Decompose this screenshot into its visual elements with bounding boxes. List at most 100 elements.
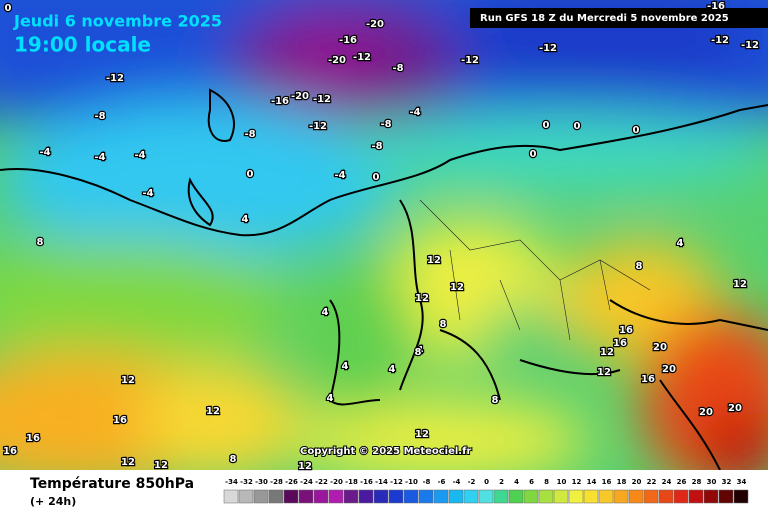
scale-swatch: [658, 489, 674, 504]
contour-label: 12: [597, 367, 611, 378]
contour-label: 12: [121, 457, 135, 468]
contour-label: -12: [106, 73, 124, 84]
scale-label: -20: [330, 478, 343, 486]
scale-swatch: [493, 489, 509, 504]
scale-label: -2: [468, 478, 476, 486]
contour-label: 12: [415, 429, 429, 440]
scale-label: 22: [647, 478, 657, 486]
coastlines: [0, 88, 768, 470]
contour-label: -8: [380, 119, 391, 130]
scale-label: 34: [737, 478, 747, 486]
contour-label: -8: [244, 129, 255, 140]
scale-swatch: [328, 489, 344, 504]
contour-label: 16: [113, 415, 127, 426]
scale-label: -14: [375, 478, 388, 486]
contour-label: -16: [707, 1, 725, 12]
scale-swatch: [523, 489, 539, 504]
contour-label: 12: [733, 279, 747, 290]
legend-subtitle: (+ 24h): [30, 495, 76, 508]
scale-label: 28: [692, 478, 702, 486]
contour-label: -4: [334, 170, 345, 181]
scale-label: -18: [345, 478, 358, 486]
contour-label: -12: [353, 52, 371, 63]
scale-swatch: [343, 489, 359, 504]
scale-swatch: [463, 489, 479, 504]
copyright: Copyright © 2025 Meteociel.fr: [300, 446, 471, 457]
scale-label: 14: [587, 478, 597, 486]
scale-label: 20: [632, 478, 642, 486]
contour-label: 4: [322, 307, 329, 318]
run-info: Run GFS 18 Z du Mercredi 5 novembre 2025: [480, 13, 729, 24]
contour-label: -12: [309, 121, 327, 132]
contour-label: 4: [342, 361, 349, 372]
contour-label: 0: [247, 169, 254, 180]
scale-label: 30: [707, 478, 717, 486]
scale-label: 18: [617, 478, 627, 486]
contour-label: 0: [373, 172, 380, 183]
scale-label: -4: [453, 478, 461, 486]
scale-swatch: [628, 489, 644, 504]
forecast-time: 19:00 locale: [14, 33, 151, 57]
scale-swatch: [268, 489, 284, 504]
forecast-date: Jeudi 6 novembre 2025: [13, 12, 222, 31]
scale-swatch: [583, 489, 599, 504]
scale-label: -28: [270, 478, 283, 486]
scale-swatch: [433, 489, 449, 504]
scale-swatch: [298, 489, 314, 504]
contour-label: 0: [633, 125, 640, 136]
contour-label: 8: [415, 347, 422, 358]
contour-label: -20: [366, 19, 384, 30]
contour-label: 4: [389, 364, 396, 375]
scale-swatch: [688, 489, 704, 504]
contour-label: 8: [37, 237, 44, 248]
contour-label: 20: [699, 407, 713, 418]
contour-label: -16: [339, 35, 357, 46]
contour-label: 20: [653, 342, 667, 353]
contour-label: -4: [39, 147, 50, 158]
scale-label: -26: [285, 478, 298, 486]
contour-label: -4: [94, 152, 105, 163]
scale-label: -34: [225, 478, 238, 486]
contour-label: -12: [313, 94, 331, 105]
contour-label: -20: [328, 55, 346, 66]
scale-label: 0: [484, 478, 489, 486]
contour-label: 0: [543, 120, 550, 131]
contour-label: -4: [409, 107, 420, 118]
color-scale: -34 -32 -30 -28 -26 -24 -22 -20 -18 -16 -14 -12 -10-…: [223, 478, 749, 504]
contour-label: 16: [3, 446, 17, 457]
contour-label: 12: [206, 406, 220, 417]
contour-label: 12: [415, 293, 429, 304]
scale-swatch: [313, 489, 329, 504]
scale-swatch: [613, 489, 629, 504]
contour-label: 8: [440, 319, 447, 330]
contour-label: 20: [728, 403, 742, 414]
scale-swatch: [373, 489, 389, 504]
contour-label: 4: [242, 214, 249, 225]
scale-swatch: [223, 489, 239, 504]
scale-swatch: [568, 489, 584, 504]
contour-label: 16: [619, 325, 633, 336]
contour-label: 16: [26, 433, 40, 444]
scale-label: -10: [405, 478, 418, 486]
contour-label: 4: [327, 393, 334, 404]
scale-label: 32: [722, 478, 732, 486]
contour-label: -12: [539, 43, 557, 54]
scale-swatch: [643, 489, 659, 504]
scale-swatch: [508, 489, 524, 504]
scale-swatch: [238, 489, 254, 504]
contour-label: -16: [271, 96, 289, 107]
scale-label: 6: [529, 478, 534, 486]
scale-label: -6: [438, 478, 446, 486]
scale-swatch: [448, 489, 464, 504]
contour-label: -12: [741, 40, 759, 51]
scale-label: 8: [544, 478, 549, 486]
contour-label: -8: [371, 141, 382, 152]
contour-label: 8: [230, 454, 237, 465]
contour-label: 4: [677, 238, 684, 249]
contour-label: -12: [711, 35, 729, 46]
scale-swatch: [703, 489, 719, 504]
scale-label: 12: [572, 478, 582, 486]
scale-swatch: [283, 489, 299, 504]
contour-label: 12: [121, 375, 135, 386]
